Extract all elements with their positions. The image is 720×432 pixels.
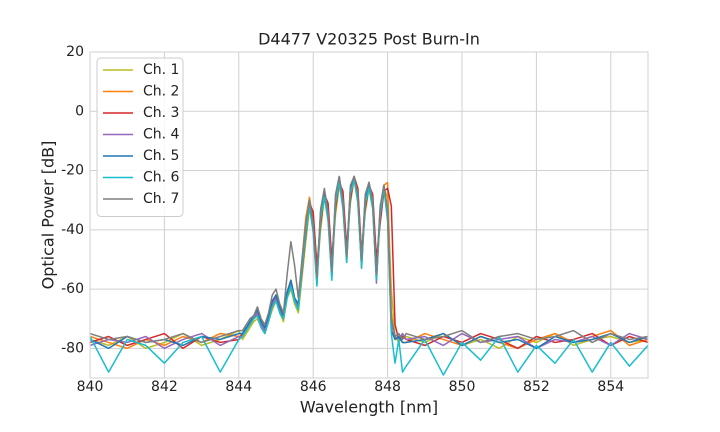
y-tick-label: -80 <box>61 340 84 356</box>
lines <box>90 175 648 376</box>
plot-border <box>89 51 649 379</box>
legend-label: Ch. 2 <box>143 84 179 100</box>
legend: Ch. 1 Ch. 2 Ch. 3 Ch. 4 Ch. 5 Ch. 6 Ch. 7 <box>96 57 184 217</box>
y-axis-label: Optical Power [dB] <box>39 141 58 290</box>
chart-title: D4477 V20325 Post Burn-In <box>258 30 480 49</box>
y-tick-label: 0 <box>75 103 84 119</box>
x-tick-label: 846 <box>300 379 327 395</box>
series-line <box>90 175 648 344</box>
y-tick-label: 20 <box>66 44 84 60</box>
legend-label: Ch. 5 <box>143 148 179 164</box>
series-line <box>90 178 648 376</box>
legend-label: Ch. 7 <box>143 191 179 207</box>
legend-label: Ch. 3 <box>143 105 179 121</box>
x-tick-label: 852 <box>523 379 550 395</box>
x-axis-label: Wavelength [nm] <box>300 398 438 417</box>
x-tick-label: 850 <box>449 379 476 395</box>
x-tick-label: 840 <box>77 379 104 395</box>
legend-label: Ch. 1 <box>143 62 179 78</box>
x-tick-label: 844 <box>225 379 252 395</box>
x-tick-label: 842 <box>151 379 178 395</box>
x-tick-label: 854 <box>597 379 624 395</box>
legend-label: Ch. 6 <box>143 170 180 186</box>
y-tick-label: -20 <box>61 163 84 179</box>
y-tick-label: -40 <box>61 222 84 238</box>
y-tick-label: -60 <box>61 281 84 297</box>
x-tick-label: 848 <box>374 379 401 395</box>
legend-label: Ch. 4 <box>143 127 180 143</box>
